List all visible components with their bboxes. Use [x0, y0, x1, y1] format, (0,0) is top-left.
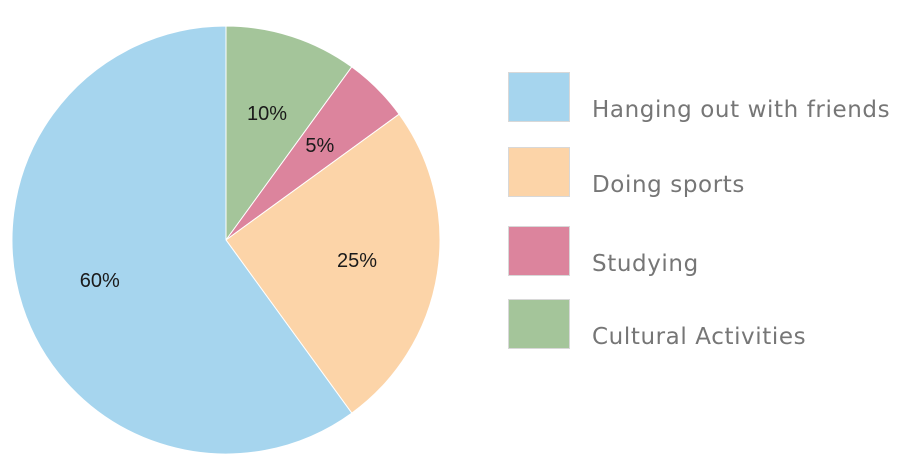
pie-label-doing-sports: 25%	[337, 250, 377, 272]
pie-label-hanging-out-with-friends: 60%	[80, 270, 120, 292]
pie-slice-hanging-out-with-friends	[11, 25, 353, 455]
legend-label-studying: Studying	[592, 251, 699, 277]
legend-item-cultural-activities: Cultural Activities	[508, 299, 898, 350]
legend-swatch-doing-sports	[508, 147, 570, 197]
legend-label-hanging-out: Hanging out with friends	[592, 97, 891, 123]
pie-label-studying: 5%	[305, 135, 334, 157]
legend-swatch-studying	[508, 226, 570, 276]
legend-swatch-hanging-out	[508, 72, 570, 122]
legend-item-hanging-out: Hanging out with friends	[508, 72, 898, 123]
legend-label-cultural-activities: Cultural Activities	[592, 324, 807, 350]
legend-swatch-cultural-activities	[508, 299, 570, 349]
legend-label-doing-sports: Doing sports	[592, 172, 745, 198]
legend-item-doing-sports: Doing sports	[508, 147, 898, 198]
legend-item-studying: Studying	[508, 226, 898, 277]
pie-slice-labels: 10% 5% 25% 60%	[80, 103, 377, 292]
pie-slice-doing-sports	[225, 113, 441, 414]
pie-slices	[11, 25, 441, 455]
pie-slice-cultural-activities	[225, 25, 353, 242]
pie-label-cultural-activities: 10%	[247, 103, 287, 125]
